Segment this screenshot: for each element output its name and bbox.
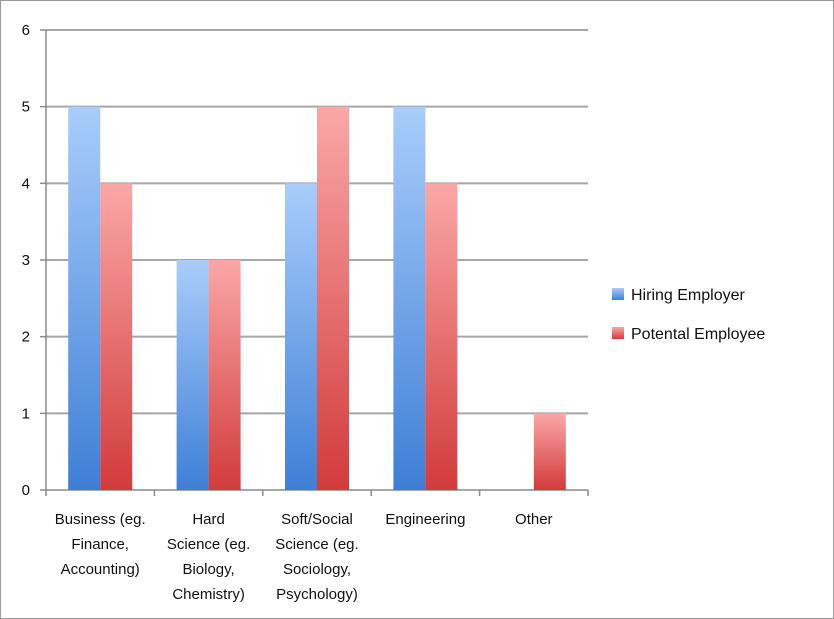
y-tick-label: 1 [22, 405, 30, 422]
x-category-label: Other [515, 511, 553, 528]
x-category-label: Sociology, [283, 561, 351, 578]
bar-potental-employee [317, 106, 349, 491]
bar-hiring-employer [176, 260, 209, 490]
x-category-label: Soft/Social [281, 511, 353, 528]
bar-potental-employee [533, 413, 566, 490]
legend-swatch [612, 288, 624, 300]
y-tick-label: 6 [22, 22, 30, 39]
x-category-label: Business (eg. [55, 511, 146, 528]
y-tick-label: 5 [22, 99, 30, 116]
legend: Hiring Employer Potental Employee [612, 287, 765, 343]
x-category-label: Chemistry) [172, 586, 245, 603]
legend-label: Hiring Employer [631, 287, 745, 304]
x-category-label: Biology, [182, 561, 234, 578]
y-tick-label: 3 [22, 252, 30, 269]
bar-potental-employee [425, 183, 458, 491]
legend-label: Potental Employee [631, 326, 765, 343]
x-category-label: Psychology) [276, 586, 358, 603]
x-category-label: Finance, [71, 536, 129, 553]
bar-potental-employee [208, 260, 241, 490]
bar-hiring-employer [285, 183, 317, 491]
x-category-label: Engineering [385, 511, 465, 528]
bars [68, 106, 566, 491]
x-category-label: Science (eg. [167, 536, 250, 553]
y-tick-label: 0 [22, 482, 30, 499]
y-tick-label: 4 [22, 175, 30, 192]
x-category-label: Accounting) [61, 561, 140, 578]
bar-potental-employee [100, 183, 133, 491]
x-category-label: Hard [192, 511, 225, 528]
legend-swatch [612, 327, 624, 339]
axis-labels: 0 1 2 3 4 5 6 Business (eg. Finance, Accounting) H… [22, 22, 553, 603]
y-tick-label: 2 [22, 329, 30, 346]
bar-hiring-employer [393, 106, 426, 491]
bar-hiring-employer [68, 106, 101, 491]
x-category-label: Science (eg. [275, 536, 358, 553]
